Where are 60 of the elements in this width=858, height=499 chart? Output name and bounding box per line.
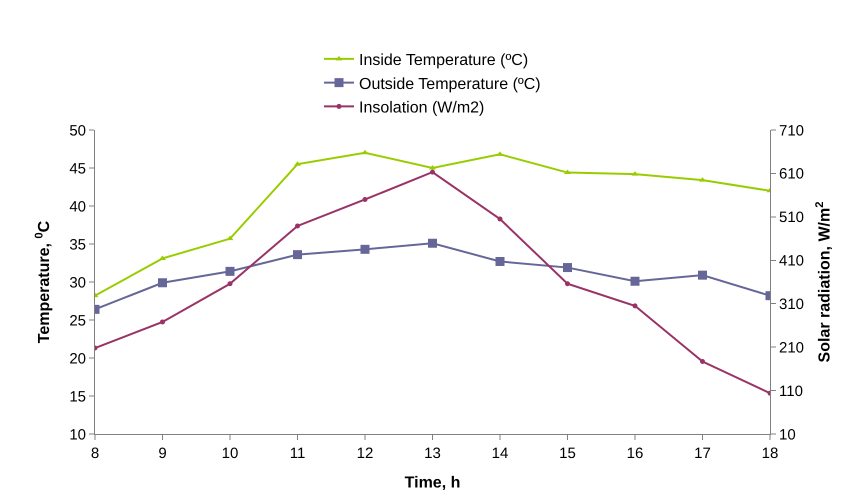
- y-tick-label: 10: [69, 426, 86, 444]
- point: [159, 255, 166, 260]
- x-tick-label: 12: [356, 445, 374, 462]
- point: [428, 238, 437, 248]
- point: [496, 151, 504, 156]
- point: [496, 256, 504, 266]
- point: [362, 196, 368, 202]
- x-axis-title: Time, h: [404, 474, 460, 492]
- y2-tick-label: 410: [779, 252, 804, 270]
- x-tick-label: 11: [290, 445, 306, 462]
- point: [430, 170, 435, 175]
- point: [226, 236, 234, 240]
- y2-tick-label: 310: [779, 296, 804, 313]
- x-tick-label: 14: [492, 445, 508, 462]
- x-tick-label: 13: [424, 445, 441, 462]
- legend-label: Inside Temperature (ºC): [359, 52, 528, 70]
- point: [564, 170, 571, 174]
- point: [294, 161, 301, 166]
- y-tick-label: 45: [69, 160, 86, 178]
- x-tick-label: 17: [694, 445, 711, 462]
- y2-tick-label: 610: [779, 166, 804, 183]
- legend-label: Outside Temperature (ºC): [359, 76, 541, 93]
- point: [362, 150, 368, 154]
- x-tick-label: 15: [559, 445, 576, 462]
- point: [228, 281, 232, 286]
- y-tick-label: 40: [69, 198, 86, 216]
- point: [698, 270, 707, 280]
- x-tick-label: 10: [222, 445, 238, 462]
- y-tick-label: 25: [69, 312, 86, 330]
- point: [632, 171, 638, 176]
- point: [160, 319, 165, 324]
- point: [630, 276, 640, 286]
- point: [158, 278, 167, 288]
- y2-tick-label: 110: [779, 382, 803, 400]
- y2-tick-label: 210: [779, 339, 804, 356]
- line-series: [95, 150, 770, 298]
- point: [498, 216, 502, 222]
- point: [632, 303, 638, 308]
- point: [295, 223, 300, 228]
- y2-tick-label: 10: [779, 426, 796, 444]
- x-tick-label: 8: [90, 445, 100, 462]
- point: [360, 244, 370, 254]
- point: [563, 263, 572, 272]
- y-tick-label: 15: [69, 388, 86, 406]
- point: [226, 266, 234, 276]
- y-tick-label: 50: [69, 122, 86, 140]
- point: [699, 177, 706, 182]
- x-tick-label: 18: [762, 445, 778, 462]
- point: [565, 281, 570, 286]
- y-tick-label: 30: [69, 274, 86, 292]
- y-tick-label: 35: [69, 236, 86, 254]
- y2-tick-label: 510: [779, 209, 804, 226]
- x-tick-label: 9: [158, 445, 167, 462]
- point: [293, 250, 302, 260]
- y2-tick-label: 710: [779, 122, 804, 140]
- legend-label: Insolation (W/m2): [359, 100, 484, 117]
- y-tick-label: 20: [69, 350, 86, 368]
- x-tick-label: 16: [626, 445, 644, 462]
- point: [700, 358, 705, 364]
- line-series: [95, 170, 770, 396]
